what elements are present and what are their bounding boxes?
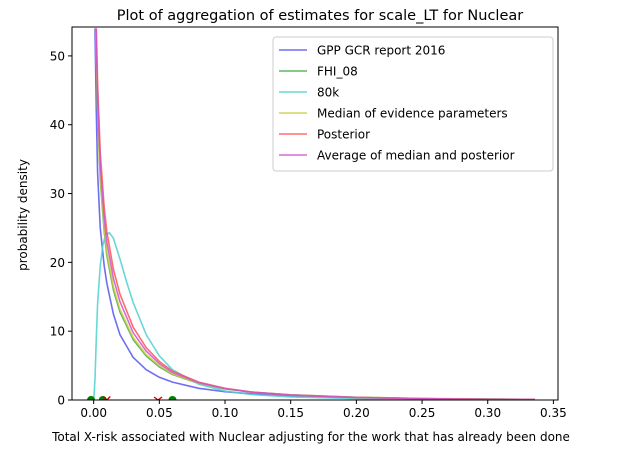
legend-label: Median of evidence parameters <box>317 107 508 121</box>
legend-item-2: FHI_08 <box>279 65 358 79</box>
x-tick-label: 0.05 <box>146 406 173 420</box>
legend: GPP GCR report 2016 FHI_08 80k Median of ev… <box>272 36 554 172</box>
x-tick-label: 0.20 <box>343 406 370 420</box>
legend-label: GPP GCR report 2016 <box>317 44 445 58</box>
y-tick-label: 30 <box>50 187 65 201</box>
marker-2 <box>98 396 107 400</box>
y-tick-label: 50 <box>50 49 65 63</box>
legend-item-3: 80k <box>279 86 339 100</box>
legend-label: Posterior <box>317 128 370 142</box>
x-tick-label: 0.00 <box>80 406 107 420</box>
marker-3 <box>168 396 177 400</box>
legend-label: 80k <box>317 86 339 100</box>
y-tick-label: 0 <box>57 394 65 408</box>
x-tick-label: 0.30 <box>474 406 501 420</box>
legend-label: FHI_08 <box>317 65 358 79</box>
x-tick-label: 0.10 <box>212 406 239 420</box>
chart-title: Plot of aggregation of estimates for sca… <box>117 8 524 24</box>
x-tick-label: 0.35 <box>540 406 567 420</box>
x-tick-label: 0.25 <box>409 406 436 420</box>
x-tick-label: 0.15 <box>277 406 304 420</box>
marker-4 <box>102 396 111 400</box>
legend-label: Average of median and posterior <box>317 149 515 163</box>
series-line-3 <box>92 231 536 400</box>
legend-item-1: GPP GCR report 2016 <box>279 44 445 58</box>
x-axis-label: Total X-risk associated with Nuclear adj… <box>51 430 570 444</box>
y-tick-label: 20 <box>50 256 65 270</box>
legend-frame <box>272 36 554 172</box>
legend-item-4: Median of evidence parameters <box>279 107 508 121</box>
axes-frame <box>71 26 559 401</box>
marker-stroke <box>105 396 111 400</box>
y-tick-label: 10 <box>50 325 65 339</box>
plot-area <box>87 28 536 400</box>
y-axis-label: probability density <box>16 159 30 271</box>
marker-1 <box>87 396 96 400</box>
series-line-6 <box>95 28 536 400</box>
marker-stroke <box>102 396 108 400</box>
legend-item-6: Average of median and posterior <box>279 149 515 163</box>
legend-item-5: Posterior <box>279 128 370 142</box>
y-tick-label: 40 <box>50 118 65 132</box>
axes: 0.00 0.05 0.10 0.15 0.20 0.25 0.30 0.35 0 10 20 30 4… <box>50 26 567 420</box>
